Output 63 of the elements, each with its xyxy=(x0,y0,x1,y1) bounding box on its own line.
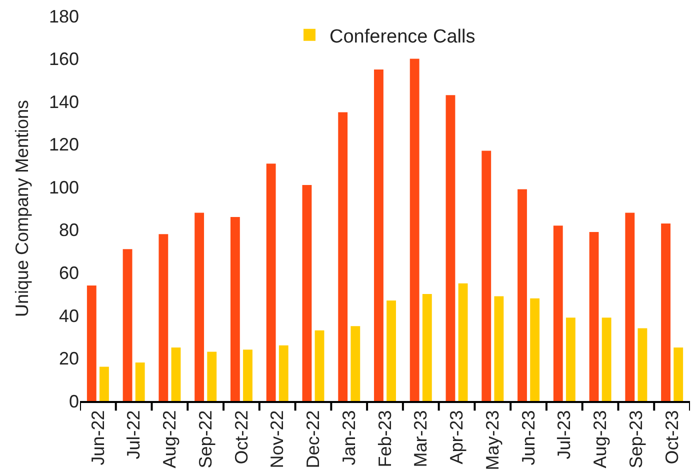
bar xyxy=(314,330,324,401)
y-tick-label: 0 xyxy=(68,391,79,412)
bar xyxy=(374,69,384,401)
bar xyxy=(386,300,396,401)
bar xyxy=(625,212,635,401)
bar xyxy=(458,283,468,401)
bar xyxy=(350,326,360,401)
bar xyxy=(278,345,288,401)
y-tick-label: 180 xyxy=(48,6,79,26)
bar xyxy=(410,58,420,401)
bar xyxy=(266,164,276,401)
bar xyxy=(243,350,252,401)
bar xyxy=(171,348,181,401)
bar xyxy=(494,296,504,401)
x-tick-label: Apr-23 xyxy=(446,410,467,464)
legend-label: Conference Calls xyxy=(330,26,476,48)
x-tick-label: Sep-22 xyxy=(195,410,216,468)
bar xyxy=(302,184,312,401)
x-tick-label: May-23 xyxy=(482,410,502,470)
y-tick-label: 60 xyxy=(58,262,79,283)
y-tick-label: 20 xyxy=(58,348,79,369)
x-tick-label: Jul-22 xyxy=(124,410,144,460)
x-tick-label: Nov-22 xyxy=(267,410,288,468)
bar xyxy=(86,286,96,401)
bar xyxy=(553,226,563,401)
x-tick-label: Aug-22 xyxy=(160,410,180,468)
bar xyxy=(446,95,456,401)
bar xyxy=(194,212,204,401)
y-tick-label: 120 xyxy=(48,134,79,155)
bar xyxy=(207,352,217,401)
bar xyxy=(638,328,648,401)
bar xyxy=(230,217,240,401)
x-tick-label: Dec-22 xyxy=(303,410,324,468)
x-tick-label: Sep-23 xyxy=(626,410,646,468)
y-tick-label: 160 xyxy=(48,49,79,70)
bar xyxy=(674,348,684,401)
bar xyxy=(158,234,168,401)
bar xyxy=(135,362,145,401)
x-tick-label: Jul-23 xyxy=(554,410,574,460)
bar xyxy=(422,294,432,401)
x-tick-label: Mar-23 xyxy=(410,410,431,468)
bar xyxy=(338,112,348,401)
y-tick-label: 80 xyxy=(58,220,79,240)
y-tick-label: 40 xyxy=(58,306,79,326)
x-tick-label: Feb-23 xyxy=(374,410,395,468)
x-tick-label: Jun-23 xyxy=(518,410,538,466)
y-axis-title: Unique Company Mentions xyxy=(12,100,32,318)
bar xyxy=(589,232,599,401)
bar xyxy=(602,318,612,401)
x-tick-label: Oct-23 xyxy=(662,410,682,464)
bar xyxy=(122,249,132,401)
bar xyxy=(530,298,540,401)
x-tick-label: Aug-23 xyxy=(590,410,610,468)
x-tick-label: Oct-22 xyxy=(231,410,252,464)
bar xyxy=(661,223,670,401)
x-tick-label: Jan-23 xyxy=(338,410,359,466)
bar xyxy=(482,150,492,401)
bar xyxy=(518,189,527,401)
bar xyxy=(566,318,576,401)
y-tick-label: 140 xyxy=(48,92,79,112)
y-tick-label: 100 xyxy=(48,177,79,198)
x-tick-label: Jun-22 xyxy=(88,410,108,466)
bar xyxy=(100,366,109,401)
